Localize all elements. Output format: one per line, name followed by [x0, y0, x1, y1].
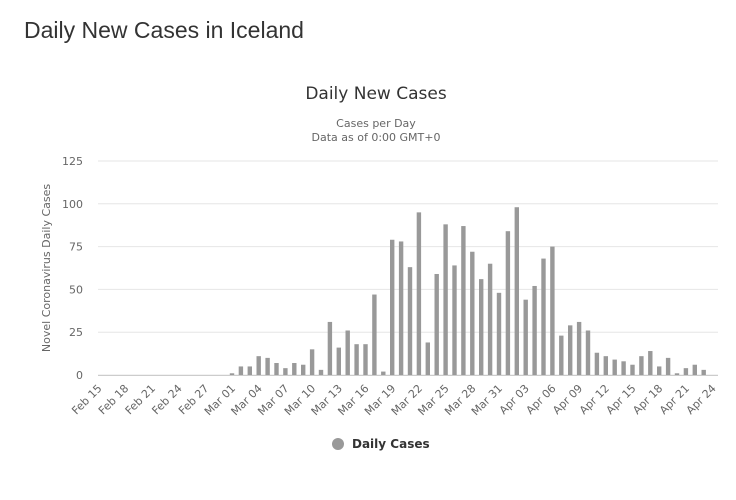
bar-mar-01 — [229, 373, 235, 375]
bar-mar-31 — [496, 292, 502, 375]
bar-mar-18 — [381, 371, 386, 375]
bar-mar-30 — [487, 263, 493, 375]
legend-label: Daily Cases — [352, 437, 430, 451]
bar-apr-19 — [665, 357, 671, 375]
bar-mar-07 — [283, 368, 288, 375]
bar-mar-02 — [238, 366, 244, 375]
bar-apr-03 — [523, 299, 528, 375]
legend-marker — [332, 438, 344, 450]
page-title: Daily New Cases in Iceland — [24, 17, 304, 43]
bar-mar-06 — [274, 363, 279, 375]
bar-mar-28 — [470, 251, 475, 375]
bar-apr-21 — [683, 368, 689, 375]
bar-mar-16 — [363, 344, 368, 375]
bar-apr-08 — [568, 325, 573, 375]
bar-mar-09 — [301, 364, 306, 375]
y-tick-label: 50 — [69, 283, 83, 296]
bar-apr-07 — [559, 335, 564, 375]
bar-mar-25 — [443, 224, 448, 375]
bar-apr-23 — [701, 369, 706, 375]
bar-apr-16 — [639, 356, 644, 375]
bar-mar-11 — [318, 369, 324, 375]
y-tick-label: 0 — [76, 369, 83, 382]
bar-mar-13 — [336, 347, 341, 375]
bar-mar-08 — [292, 363, 297, 375]
bar-apr-05 — [541, 258, 546, 375]
bar-mar-12 — [327, 321, 333, 375]
bar-mar-17 — [372, 294, 377, 375]
bar-mar-20 — [398, 241, 404, 375]
bar-apr-02 — [514, 207, 519, 375]
bar-apr-12 — [603, 356, 608, 375]
chart-subtitle: Data as of 0:00 GMT+0 — [312, 131, 441, 144]
bar-apr-18 — [657, 366, 662, 375]
x-tick-label: Apr 24 — [684, 382, 719, 417]
bar-apr-01 — [505, 231, 511, 375]
bar-mar-29 — [479, 279, 484, 375]
bar-mar-15 — [354, 344, 359, 375]
bar-apr-11 — [594, 352, 600, 375]
bar-mar-10 — [309, 349, 315, 375]
bar-mar-26 — [452, 265, 457, 375]
y-tick-label: 25 — [69, 326, 83, 339]
bar-mar-22 — [416, 212, 422, 375]
bar-mar-19 — [390, 239, 395, 375]
bar-mar-23 — [425, 342, 430, 375]
bar-apr-06 — [550, 246, 555, 375]
bar-mar-27 — [461, 226, 466, 375]
bar-apr-22 — [692, 364, 697, 375]
bar-mar-14 — [345, 330, 350, 375]
y-tick-label: 75 — [69, 241, 83, 254]
bar-apr-04 — [532, 285, 537, 375]
bar-apr-17 — [648, 351, 653, 375]
bar-mar-24 — [434, 273, 439, 375]
bar-apr-14 — [621, 361, 626, 375]
y-axis-title: Novel Coronavirus Daily Cases — [40, 184, 53, 352]
y-tick-label: 100 — [62, 198, 83, 211]
bar-mar-03 — [247, 366, 252, 375]
bar-apr-20 — [674, 373, 680, 375]
bar-mar-21 — [407, 267, 413, 375]
y-tick-label: 125 — [62, 155, 83, 168]
bar-mar-05 — [265, 357, 270, 375]
chart-title: Daily New Cases — [305, 84, 447, 104]
bar-apr-10 — [585, 330, 591, 375]
bar-mar-04 — [256, 356, 261, 375]
chart-subtitle: Cases per Day — [336, 117, 416, 130]
bar-apr-09 — [576, 321, 582, 375]
bar-apr-15 — [630, 364, 635, 375]
bar-apr-13 — [612, 359, 617, 375]
